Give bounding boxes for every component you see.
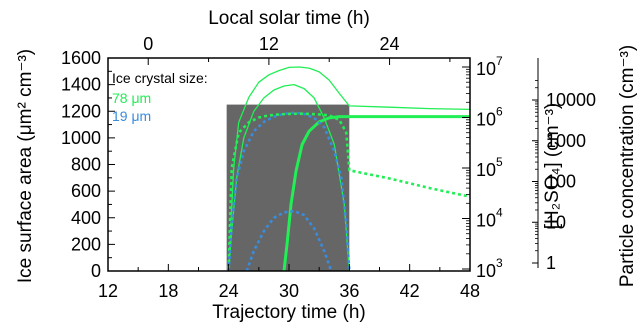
y3-tick-label: 10 <box>546 212 566 232</box>
y2-tick-exponent: 6 <box>496 105 503 119</box>
y2-tick-exponent: 7 <box>496 54 503 68</box>
y-tick-layer: 0 200 400 600 800 1000 1200 1400 1600 <box>61 48 115 281</box>
y-tick-label: 800 <box>71 155 101 175</box>
top-tick-label: 12 <box>259 34 279 54</box>
y3-tick-label: 10000 <box>546 90 596 110</box>
legend-entry-19um: 19 μm <box>112 108 151 124</box>
y3-axis-label: Particle concentration (cm⁻³) <box>617 45 638 287</box>
x-tick-label: 48 <box>460 281 480 301</box>
y2-tick-exponent: 3 <box>496 256 503 270</box>
legend-entry-78um: 78 μm <box>112 90 151 106</box>
x-tick-label: 18 <box>158 281 178 301</box>
y3-tick-layer: 1 10 100 1000 10000 <box>532 80 596 273</box>
y-tick-label: 0 <box>91 261 101 281</box>
y2-tick-label: 10 <box>476 59 496 79</box>
y3-tick-label: 100 <box>546 172 576 192</box>
top-tick-label: 0 <box>143 34 153 54</box>
x-tick-label: 42 <box>400 281 420 301</box>
y-tick-label: 600 <box>71 181 101 201</box>
top-tick-layer: 0 12 24 <box>143 34 451 65</box>
y2-tick-label: 10 <box>476 110 496 130</box>
y2-tick-exponent: 4 <box>496 206 503 220</box>
series-layer <box>227 66 471 272</box>
x-tick-label: 12 <box>98 281 118 301</box>
y2-tick-label: 10 <box>476 160 496 180</box>
series-line-2 <box>228 83 350 272</box>
y-axis-label: Ice surface area (μm² cm⁻³) <box>15 49 36 283</box>
x-tick-label: 36 <box>339 281 359 301</box>
series-line-6 <box>245 209 333 272</box>
y3-tick-label: 1000 <box>546 131 586 151</box>
y-tick-label: 1400 <box>61 75 101 95</box>
y3-tick-label: 1 <box>546 253 556 273</box>
y2-axis-label: [H₂SO₄] (cm⁻³) <box>542 103 563 229</box>
x-tick-layer: 12 18 24 30 36 42 48 <box>98 264 480 301</box>
x-tick-label: 24 <box>219 281 239 301</box>
y2-tick-label: 10 <box>476 211 496 231</box>
y2-tick-exponent: 5 <box>496 155 503 169</box>
series-line-1 <box>228 66 471 270</box>
y-tick-label: 1600 <box>61 48 101 68</box>
x-axis-label: Trajectory time (h) <box>212 302 365 323</box>
y2-tick-label: 10 <box>476 261 496 281</box>
top-axis-label: Local solar time (h) <box>208 8 370 29</box>
x-tick-label: 30 <box>279 281 299 301</box>
y-tick-label: 1000 <box>61 128 101 148</box>
top-tick-label: 24 <box>380 34 400 54</box>
y-tick-label: 200 <box>71 234 101 254</box>
y-tick-label: 1200 <box>61 101 101 121</box>
y-tick-label: 400 <box>71 208 101 228</box>
legend-title: Ice crystal size: <box>112 70 208 86</box>
